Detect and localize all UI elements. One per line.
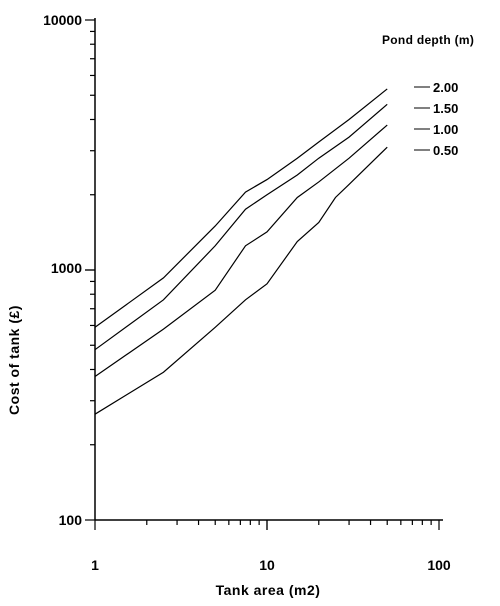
y-axis-label: Cost of tank (£) <box>6 305 22 415</box>
series-line-0-50 <box>94 146 388 415</box>
legend-label: 1.50 <box>433 101 458 116</box>
legend-label: 0.50 <box>433 143 458 158</box>
y-tick-label: 100 <box>59 512 83 528</box>
series-group <box>94 88 388 415</box>
x-tick-label: 1 <box>91 557 99 573</box>
x-tick-label: 100 <box>427 557 451 573</box>
series-line-2-00 <box>94 88 388 328</box>
axes <box>94 18 443 521</box>
series-line-1-50 <box>94 103 388 351</box>
x-axis-label: Tank area (m2) <box>216 582 321 598</box>
axis-ticks <box>85 19 440 530</box>
y-tick-label: 1000 <box>51 260 82 276</box>
legend-title: Pond depth (m) <box>382 33 474 47</box>
legend: Pond depth (m) 2.00 1.50 1.00 0.50 <box>382 33 474 158</box>
series-line-1-00 <box>94 124 388 377</box>
legend-label: 1.00 <box>433 122 458 137</box>
y-tick-label: 10000 <box>43 12 82 28</box>
tick-labels: 1 10 100 100 1000 10000 <box>43 12 451 573</box>
x-tick-label: 10 <box>259 557 275 573</box>
legend-label: 2.00 <box>433 80 458 95</box>
